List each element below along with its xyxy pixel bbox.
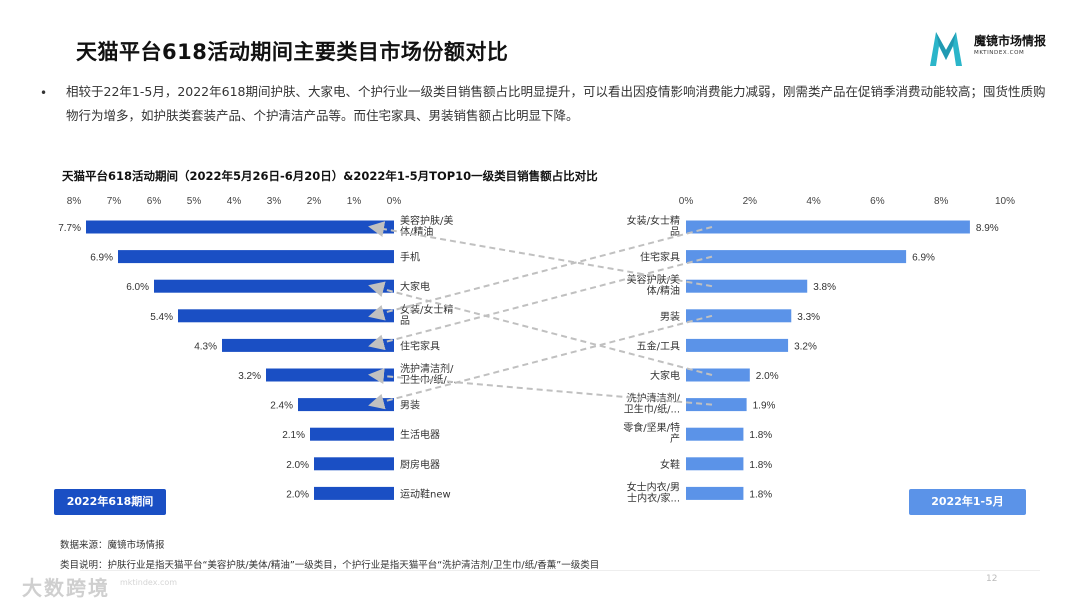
right-category-label: 零食/坚果/特产 — [623, 421, 680, 445]
right-axis-tick: 8% — [934, 196, 949, 207]
left-bar — [118, 250, 394, 264]
left-axis-tick: 5% — [187, 196, 202, 207]
left-category-label: 男装 — [400, 399, 420, 412]
rank-change-arrow — [368, 255, 713, 351]
left-bar-value: 2.1% — [282, 430, 305, 441]
left-category-label: 美容护肤/美体/精油 — [400, 214, 453, 238]
brand-logo: 魔镜市场情报 MKTINDEX.COM — [926, 28, 1056, 72]
left-category-label: 厨房电器 — [400, 458, 440, 471]
right-bar — [686, 220, 970, 234]
watermark-url: mktindex.com — [120, 578, 178, 587]
left-axis-tick: 3% — [267, 196, 282, 207]
right-bar — [686, 338, 789, 352]
left-bar-value: 7.7% — [58, 223, 81, 234]
page-number: 12 — [986, 574, 998, 584]
right-axis-tick: 6% — [870, 196, 885, 207]
left-axis-tick: 2% — [307, 196, 322, 207]
left-bar — [178, 309, 394, 323]
left-bar-value: 2.4% — [270, 401, 293, 412]
right-axis-tick: 10% — [995, 196, 1015, 207]
right-bar — [686, 279, 808, 293]
rank-change-arrow — [368, 314, 713, 410]
right-bar-value: 3.3% — [797, 312, 820, 323]
left-bar — [310, 427, 394, 441]
right-bar — [686, 309, 792, 323]
right-bar-value: 3.2% — [794, 341, 817, 352]
right-bar — [686, 427, 744, 441]
right-bar-value: 8.9% — [976, 223, 999, 234]
left-bar — [298, 398, 394, 412]
left-axis-tick: 8% — [67, 196, 82, 207]
left-category-label: 住宅家具 — [400, 339, 440, 352]
left-category-label: 女装/女士精品 — [400, 303, 453, 327]
logo-name: 魔镜市场情报 — [974, 34, 1047, 48]
right-axis-tick: 0% — [679, 196, 694, 207]
legend-right: 2022年1-5月 — [909, 489, 1026, 515]
left-category-label: 手机 — [400, 251, 420, 264]
left-bar — [314, 486, 394, 500]
right-bar — [686, 457, 744, 471]
bullet-dot-icon: • — [40, 86, 48, 100]
right-category-label: 女鞋 — [660, 458, 680, 471]
left-bar — [222, 338, 394, 352]
left-axis-tick: 1% — [347, 196, 362, 207]
legend-left: 2022年618期间 — [54, 489, 166, 515]
right-category-label: 美容护肤/美体/精油 — [627, 273, 680, 297]
right-bar — [686, 486, 744, 500]
rank-change-arrow — [368, 368, 713, 406]
right-category-label: 住宅家具 — [640, 251, 680, 264]
right-bar — [686, 368, 750, 382]
left-axis-tick: 0% — [387, 196, 402, 207]
mirror-logo-icon — [930, 32, 962, 66]
right-axis-tick: 2% — [743, 196, 758, 207]
watermark: 大数跨境 — [22, 576, 110, 600]
left-bar-value: 6.0% — [126, 282, 149, 293]
summary-text: 相较于22年1-5月，2022年618期间护肤、大家电、个护行业一级类目销售额占… — [66, 84, 1046, 123]
left-axis-tick: 4% — [227, 196, 242, 207]
footnote-note: 类目说明：护肤行业是指天猫平台“美容护肤/美体/精油”一级类目，个护行业是指天猫… — [60, 560, 600, 571]
right-axis-tick: 4% — [806, 196, 821, 207]
right-bar-value: 2.0% — [756, 371, 779, 382]
footnote-source: 数据来源：魔镜市场情报 — [60, 540, 165, 551]
left-bar-value: 2.0% — [286, 460, 309, 471]
left-bar — [154, 279, 394, 293]
left-axis-tick: 7% — [107, 196, 122, 207]
right-category-label: 大家电 — [650, 369, 680, 382]
right-bar-value: 1.8% — [749, 430, 772, 441]
page-title: 天猫平台618活动期间主要类目市场份额对比 — [76, 40, 509, 64]
right-bar — [686, 250, 907, 264]
rank-change-arrow — [368, 226, 713, 321]
left-bar — [266, 368, 394, 382]
right-category-label: 男装 — [660, 310, 680, 323]
left-bar-value: 4.3% — [194, 341, 217, 352]
logo-subtitle: MKTINDEX.COM — [974, 50, 1025, 56]
left-bar-value: 6.9% — [90, 253, 113, 264]
right-bar-value: 1.8% — [749, 460, 772, 471]
right-bar-value: 1.9% — [753, 401, 776, 412]
right-bar-value: 1.8% — [749, 489, 772, 500]
footer-divider — [80, 570, 1040, 571]
rank-change-arrow — [368, 221, 713, 288]
left-bar-value: 5.4% — [150, 312, 173, 323]
left-bar — [314, 457, 394, 471]
left-category-label: 大家电 — [400, 280, 430, 293]
left-bar — [86, 220, 394, 234]
left-axis-tick: 6% — [147, 196, 162, 207]
left-bar-value: 3.2% — [238, 371, 261, 382]
right-bar-value: 3.8% — [813, 282, 836, 293]
left-category-label: 运动鞋new — [400, 487, 451, 500]
right-category-label: 五金/工具 — [637, 339, 680, 352]
left-category-label: 生活电器 — [400, 428, 440, 441]
right-category-label: 女士内衣/男士内衣/家... — [627, 480, 680, 504]
right-bar — [686, 398, 747, 412]
rank-change-arrow — [368, 281, 713, 376]
right-bar-value: 6.9% — [912, 253, 935, 264]
right-category-label: 洗护清洁剂/卫生巾/纸/... — [624, 392, 681, 416]
left-bar-value: 2.0% — [286, 489, 309, 500]
chart-title: 天猫平台618活动期间（2022年5月26日-6月20日）&2022年1-5月T… — [62, 169, 598, 183]
right-category-label: 女装/女士精品 — [627, 214, 680, 238]
